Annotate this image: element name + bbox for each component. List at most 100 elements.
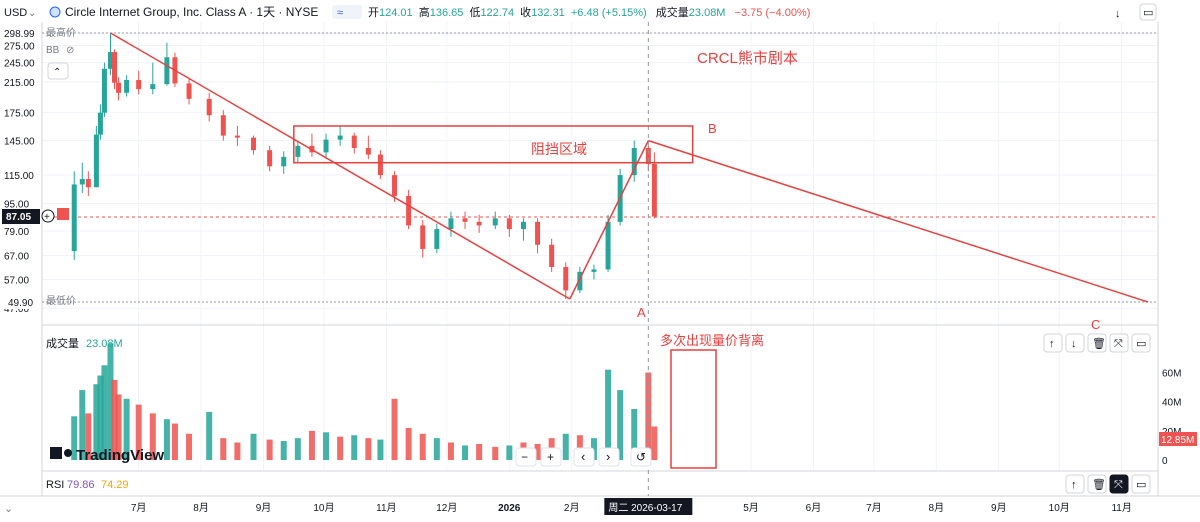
candle-body — [506, 218, 512, 230]
pane-move-down-button[interactable] — [1065, 333, 1085, 353]
resistance-zone-box — [293, 125, 694, 164]
arrow-down-icon[interactable]: ↓ — [1071, 338, 1077, 350]
resistance-zone-label: 阻挡区域 — [531, 141, 587, 157]
volume-bar — [115, 394, 122, 460]
plus-icon[interactable]: + — [44, 212, 50, 223]
collapse-indicators-button[interactable] — [47, 62, 69, 80]
scenario-drawings — [110, 32, 1149, 303]
tradingview-logo[interactable]: TradingView — [50, 447, 164, 464]
chart-nav-toolbar: − + ‹ › ↺ — [515, 447, 652, 467]
volume-bar — [107, 343, 114, 460]
trash-icon[interactable]: 🗑 — [1092, 337, 1106, 350]
pane-collapse-button[interactable] — [1109, 333, 1129, 353]
volume-bar — [280, 441, 287, 460]
rsi-move-up-button[interactable] — [1065, 474, 1085, 494]
zoom-out-icon[interactable]: − — [521, 450, 528, 464]
bb-eye-hide-icon[interactable]: ⊘ — [66, 45, 74, 56]
maximize-icon[interactable]: ▭ — [1143, 7, 1153, 19]
rsi-arrow-up-icon[interactable]: ↑ — [1071, 479, 1077, 491]
reset-chart-button[interactable] — [630, 447, 652, 467]
rsi-maximize-button[interactable] — [1131, 474, 1151, 494]
bb-indicator-label[interactable]: BB — [46, 45, 60, 56]
scroll-right-button[interactable] — [598, 447, 620, 467]
candle-body — [476, 221, 482, 226]
price-tick-label: 298.99 — [4, 29, 35, 40]
candle-body — [79, 179, 85, 185]
zoom-in-button[interactable] — [540, 447, 562, 467]
volume-bar — [651, 426, 658, 460]
crosshair-time-badge-text: 周二 2026-03-17 — [608, 502, 682, 514]
volume-bar — [163, 419, 170, 460]
chevron-right-icon[interactable]: › — [606, 449, 610, 464]
candle-body — [295, 145, 301, 157]
time-tick-label: 6月 — [806, 502, 822, 514]
timezone-toggle-icon[interactable]: ⌄ — [4, 503, 13, 515]
header-volume-label: 成交量 — [656, 5, 689, 19]
volume-pane-value: 23.08M — [86, 338, 123, 350]
ohlc-low-value: 122.74 — [480, 7, 514, 19]
price-tick-label: 115.00 — [4, 171, 34, 182]
candle-body — [116, 82, 122, 93]
volume-bar — [605, 369, 612, 460]
candle-body — [492, 218, 498, 226]
chevron-up-icon[interactable]: ⌃ — [53, 67, 61, 78]
scroll-left-button[interactable] — [573, 447, 595, 467]
point-b-label: B — [708, 121, 717, 136]
chevron-left-icon[interactable]: ‹ — [581, 449, 585, 464]
zoom-out-button[interactable] — [515, 447, 537, 467]
pane-delete-button[interactable] — [1087, 333, 1107, 353]
rsi-collapse-button[interactable] — [1109, 474, 1129, 494]
arrow-up-icon[interactable]: ↑ — [1049, 338, 1055, 350]
reset-icon[interactable]: ↺ — [636, 450, 646, 464]
candle-body — [186, 83, 192, 99]
symbol-logo-icon — [49, 6, 61, 18]
currency-chevron-icon[interactable]: ⌄ — [28, 8, 36, 19]
volume-bar — [405, 427, 412, 460]
volume-tick-label: 0 — [1162, 456, 1168, 467]
eye-hide-icon[interactable]: ≈ — [337, 7, 343, 19]
symbol-title[interactable]: Circle Internet Group, Inc. Class A · 1天… — [65, 5, 318, 19]
volume-tick-label: 40M — [1162, 398, 1181, 409]
rsi-maximize-icon[interactable]: ▭ — [1136, 479, 1146, 491]
volume-bar — [149, 413, 156, 460]
volume-bar — [85, 413, 92, 460]
scenario-trend-line — [648, 139, 1149, 303]
rsi-delete-button[interactable] — [1087, 474, 1107, 494]
candle-body — [281, 156, 287, 167]
add-alert-icon[interactable] — [41, 209, 55, 223]
low-price-badge — [2, 295, 40, 309]
volume-bar — [447, 442, 454, 460]
maximize-pane-icon[interactable]: ▭ — [1136, 338, 1146, 350]
candle-body — [577, 271, 583, 291]
pane-move-up-button[interactable] — [1043, 333, 1063, 353]
maximize-button[interactable] — [1139, 3, 1157, 21]
current-price-marker — [57, 208, 69, 220]
scenario-trend-line — [569, 140, 650, 300]
divergence-label: 多次出现量价背离 — [660, 333, 764, 348]
candle-body — [150, 84, 156, 90]
volume-tick-label: 60M — [1162, 369, 1181, 380]
candle-body — [220, 115, 226, 136]
collapse-icon[interactable]: ⤧ — [1114, 338, 1123, 350]
chart-annotation-title: CRCL熊市剧本 — [697, 50, 798, 67]
currency-selector[interactable]: USD — [4, 7, 27, 19]
price-tick-label: 145.00 — [4, 137, 35, 148]
pane-maximize-button[interactable] — [1131, 333, 1151, 353]
highest-price-label: 最高价 — [46, 26, 76, 39]
visibility-toggle[interactable] — [332, 5, 362, 19]
zoom-in-icon[interactable]: + — [547, 450, 554, 464]
move-down-icon[interactable]: ↓ — [1115, 8, 1121, 20]
price-tick-label: 95.00 — [4, 200, 29, 211]
rsi-trash-icon[interactable]: 🗑 — [1092, 478, 1106, 491]
rsi-collapse-icon[interactable]: ⤧ — [1114, 479, 1123, 491]
price-tick-label: 175.00 — [4, 109, 35, 120]
volume-bar — [492, 446, 499, 460]
candle-body — [535, 221, 541, 245]
volume-bar — [391, 398, 398, 460]
volume-bar — [337, 436, 344, 460]
time-tick-label: 7月 — [866, 502, 882, 514]
rsi-value-1: 79.86 — [67, 479, 95, 491]
volume-bar — [419, 433, 426, 460]
time-tick-label: 11月 — [376, 502, 396, 514]
